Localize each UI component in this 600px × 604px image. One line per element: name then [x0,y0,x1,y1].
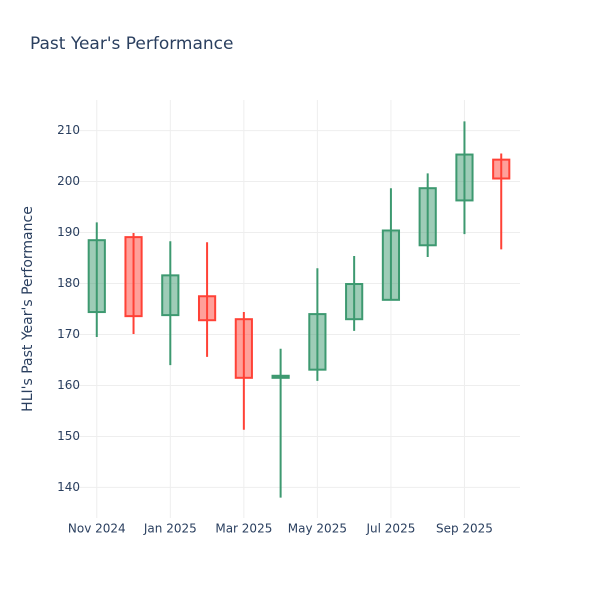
candle-body [197,295,217,322]
candle-body [381,229,401,301]
candle-body [418,187,437,247]
x-tick-label: Mar 2025 [215,522,272,536]
candle-body [87,239,106,314]
candle-body [271,374,290,379]
candle-body [492,158,511,180]
candle-body [308,313,327,371]
x-tick-label: Sep 2025 [436,522,493,536]
y-tick-label: 200 [57,174,80,188]
x-tick-label: May 2025 [288,522,347,536]
y-tick-label: 160 [57,378,80,392]
candle-body [124,236,143,318]
candle-body [161,274,180,317]
x-tick-label: Jul 2025 [366,522,416,536]
x-tick-label: Nov 2024 [68,522,126,536]
y-tick-label: 170 [57,327,80,341]
candle-body [234,318,253,379]
y-tick-label: 150 [57,429,80,443]
y-tick-label: 210 [57,123,80,137]
candle-body [455,153,474,202]
candle-body [345,283,364,321]
y-tick-label: 190 [57,225,80,239]
y-axis-label: HLI's Past Year's Performance [20,206,36,412]
x-tick-label: Jan 2025 [143,522,197,536]
y-tick-label: 180 [57,276,80,290]
chart-title: Past Year's Performance [30,34,234,54]
y-tick-label: 140 [57,480,80,494]
